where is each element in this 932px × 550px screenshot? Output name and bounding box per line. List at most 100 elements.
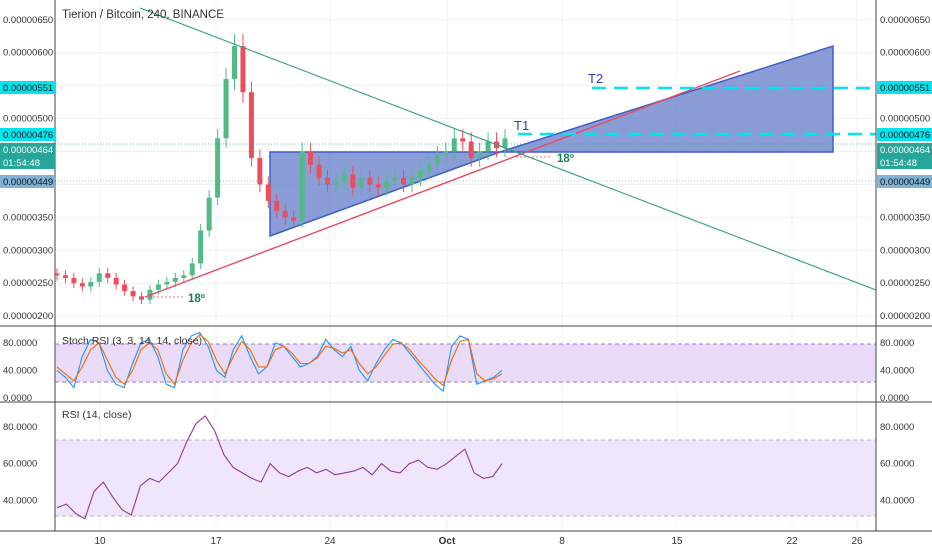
candle-body	[502, 138, 508, 149]
candle-body	[248, 92, 254, 159]
candle-body	[367, 177, 373, 185]
candle-body	[460, 138, 466, 142]
time-tick: 8	[559, 536, 565, 547]
chart-title: Tierion / Bitcoin, 240, BINANCE	[62, 9, 224, 21]
candle-body	[88, 281, 94, 287]
stoch-axis: 0.0000 0.0000 40.0000 40.0000 80.0000 80.0000	[3, 338, 914, 404]
stoch-tick-left: 40.0000	[3, 365, 37, 376]
rsi-tick-right: 40.0000	[880, 495, 914, 506]
rsi-tick-right: 80.0000	[880, 422, 914, 433]
support-badge-left	[0, 175, 55, 188]
price-tick-right: 0.00000200	[880, 311, 930, 322]
candle-body	[282, 210, 288, 218]
candle-body	[426, 164, 432, 172]
candle-body	[375, 184, 381, 188]
time-axis[interactable]: 10 17 24 Oct 8 15 22 26	[94, 536, 863, 547]
time-tick: 15	[671, 536, 683, 547]
candle-body	[316, 164, 322, 178]
countdown-right-text: 01:54:48	[880, 158, 917, 169]
time-tick: 22	[786, 536, 798, 547]
t1-badge-left-text: 0.00000476	[3, 130, 53, 141]
countdown-left-text: 01:54:48	[3, 158, 40, 169]
rsi-axis: 40.0000 40.0000 60.0000 60.0000 80.0000 80.00…	[3, 422, 914, 506]
price-tick-left: 0.00000200	[3, 311, 53, 322]
stoch-tick-left: 80.0000	[3, 338, 37, 349]
candle-body	[434, 154, 440, 165]
price-tick-right: 0.00000300	[880, 245, 930, 256]
candle-body	[477, 151, 483, 159]
candle-body	[155, 284, 161, 290]
candle-body	[257, 158, 263, 185]
candle-body	[358, 177, 364, 188]
time-tick: 24	[324, 536, 336, 547]
stoch-tick-left: 0.0000	[3, 393, 32, 404]
stoch-k-line	[56, 331, 503, 393]
stoch-tick-right: 80.0000	[880, 338, 914, 349]
candle-body	[274, 200, 280, 211]
candle-body	[485, 141, 491, 152]
support-badge-right-text: 0.00000449	[880, 177, 930, 188]
time-tick: 10	[94, 536, 106, 547]
time-tick: Oct	[439, 536, 456, 547]
t1-badge-right-text: 0.00000476	[880, 130, 930, 141]
price-tick-left: 0.00000650	[3, 15, 53, 26]
candle-body	[139, 296, 145, 300]
candle-body	[164, 281, 170, 285]
candle-body	[324, 177, 330, 185]
rsi-tick-left: 60.0000	[3, 459, 37, 470]
candle-body	[113, 277, 119, 285]
last-price-left-text: 0.00000464	[3, 145, 53, 156]
t2-badge-left	[0, 81, 55, 94]
stoch-rsi-label: Stoch RSI (3, 3, 14, 14, close)	[62, 335, 202, 347]
rsi-label: RSI (14, close)	[62, 409, 131, 421]
candle-body	[265, 184, 271, 201]
price-tick-left: 0.00000500	[3, 114, 53, 125]
price-tick-right: 0.00000350	[880, 212, 930, 223]
stoch-tick-right: 0.0000	[880, 393, 909, 404]
resistance-trend-line[interactable]	[139, 7, 877, 291]
target-1-label[interactable]: T1	[514, 118, 529, 133]
angle-top-label[interactable]: 18º	[557, 153, 574, 165]
t2-badge-left-text: 0.00000551	[3, 83, 53, 94]
candle-body	[417, 171, 423, 178]
candle-body	[62, 275, 68, 278]
t1-badge-right	[877, 128, 932, 141]
target-2-label[interactable]: T2	[588, 71, 603, 86]
support-trend-line[interactable]	[144, 70, 741, 298]
price-tick-left: 0.00000300	[3, 245, 53, 256]
t2-badge-right	[877, 81, 932, 94]
candle-body	[130, 291, 136, 297]
candle-body	[468, 141, 474, 159]
t1-badge-left	[0, 128, 55, 141]
candle-body	[299, 151, 305, 221]
candle-body	[181, 275, 187, 278]
price-tick-right: 0.00000650	[880, 15, 930, 26]
price-tick-left: 0.00000600	[3, 48, 53, 59]
last-price-badge-right	[877, 143, 932, 169]
time-tick: 26	[851, 536, 863, 547]
candle-body	[384, 181, 390, 188]
candle-body	[232, 46, 238, 80]
candle-body	[308, 151, 314, 165]
candle-body	[79, 283, 85, 287]
candle-body	[443, 151, 449, 155]
support-badge-right	[877, 175, 932, 188]
price-tick-right: 0.00000500	[880, 114, 930, 125]
time-tick: 17	[210, 536, 222, 547]
candle-body	[54, 273, 60, 276]
rsi-tick-left: 80.0000	[3, 422, 37, 433]
candle-body	[172, 277, 178, 282]
price-tick-left: 0.00000250	[3, 278, 53, 289]
angle-bottom-label[interactable]: 18º	[188, 293, 205, 305]
last-price-badge-left	[0, 143, 55, 169]
rsi-tick-left: 40.0000	[3, 495, 37, 506]
stoch-band	[55, 344, 876, 382]
candle-body	[451, 138, 457, 152]
t2-badge-right-text: 0.00000551	[880, 83, 930, 94]
rsi-band	[55, 440, 876, 516]
candle-body	[96, 273, 102, 282]
price-tick-right: 0.00000600	[880, 48, 930, 59]
candle-body	[71, 277, 77, 284]
stoch-d-line	[56, 333, 503, 387]
